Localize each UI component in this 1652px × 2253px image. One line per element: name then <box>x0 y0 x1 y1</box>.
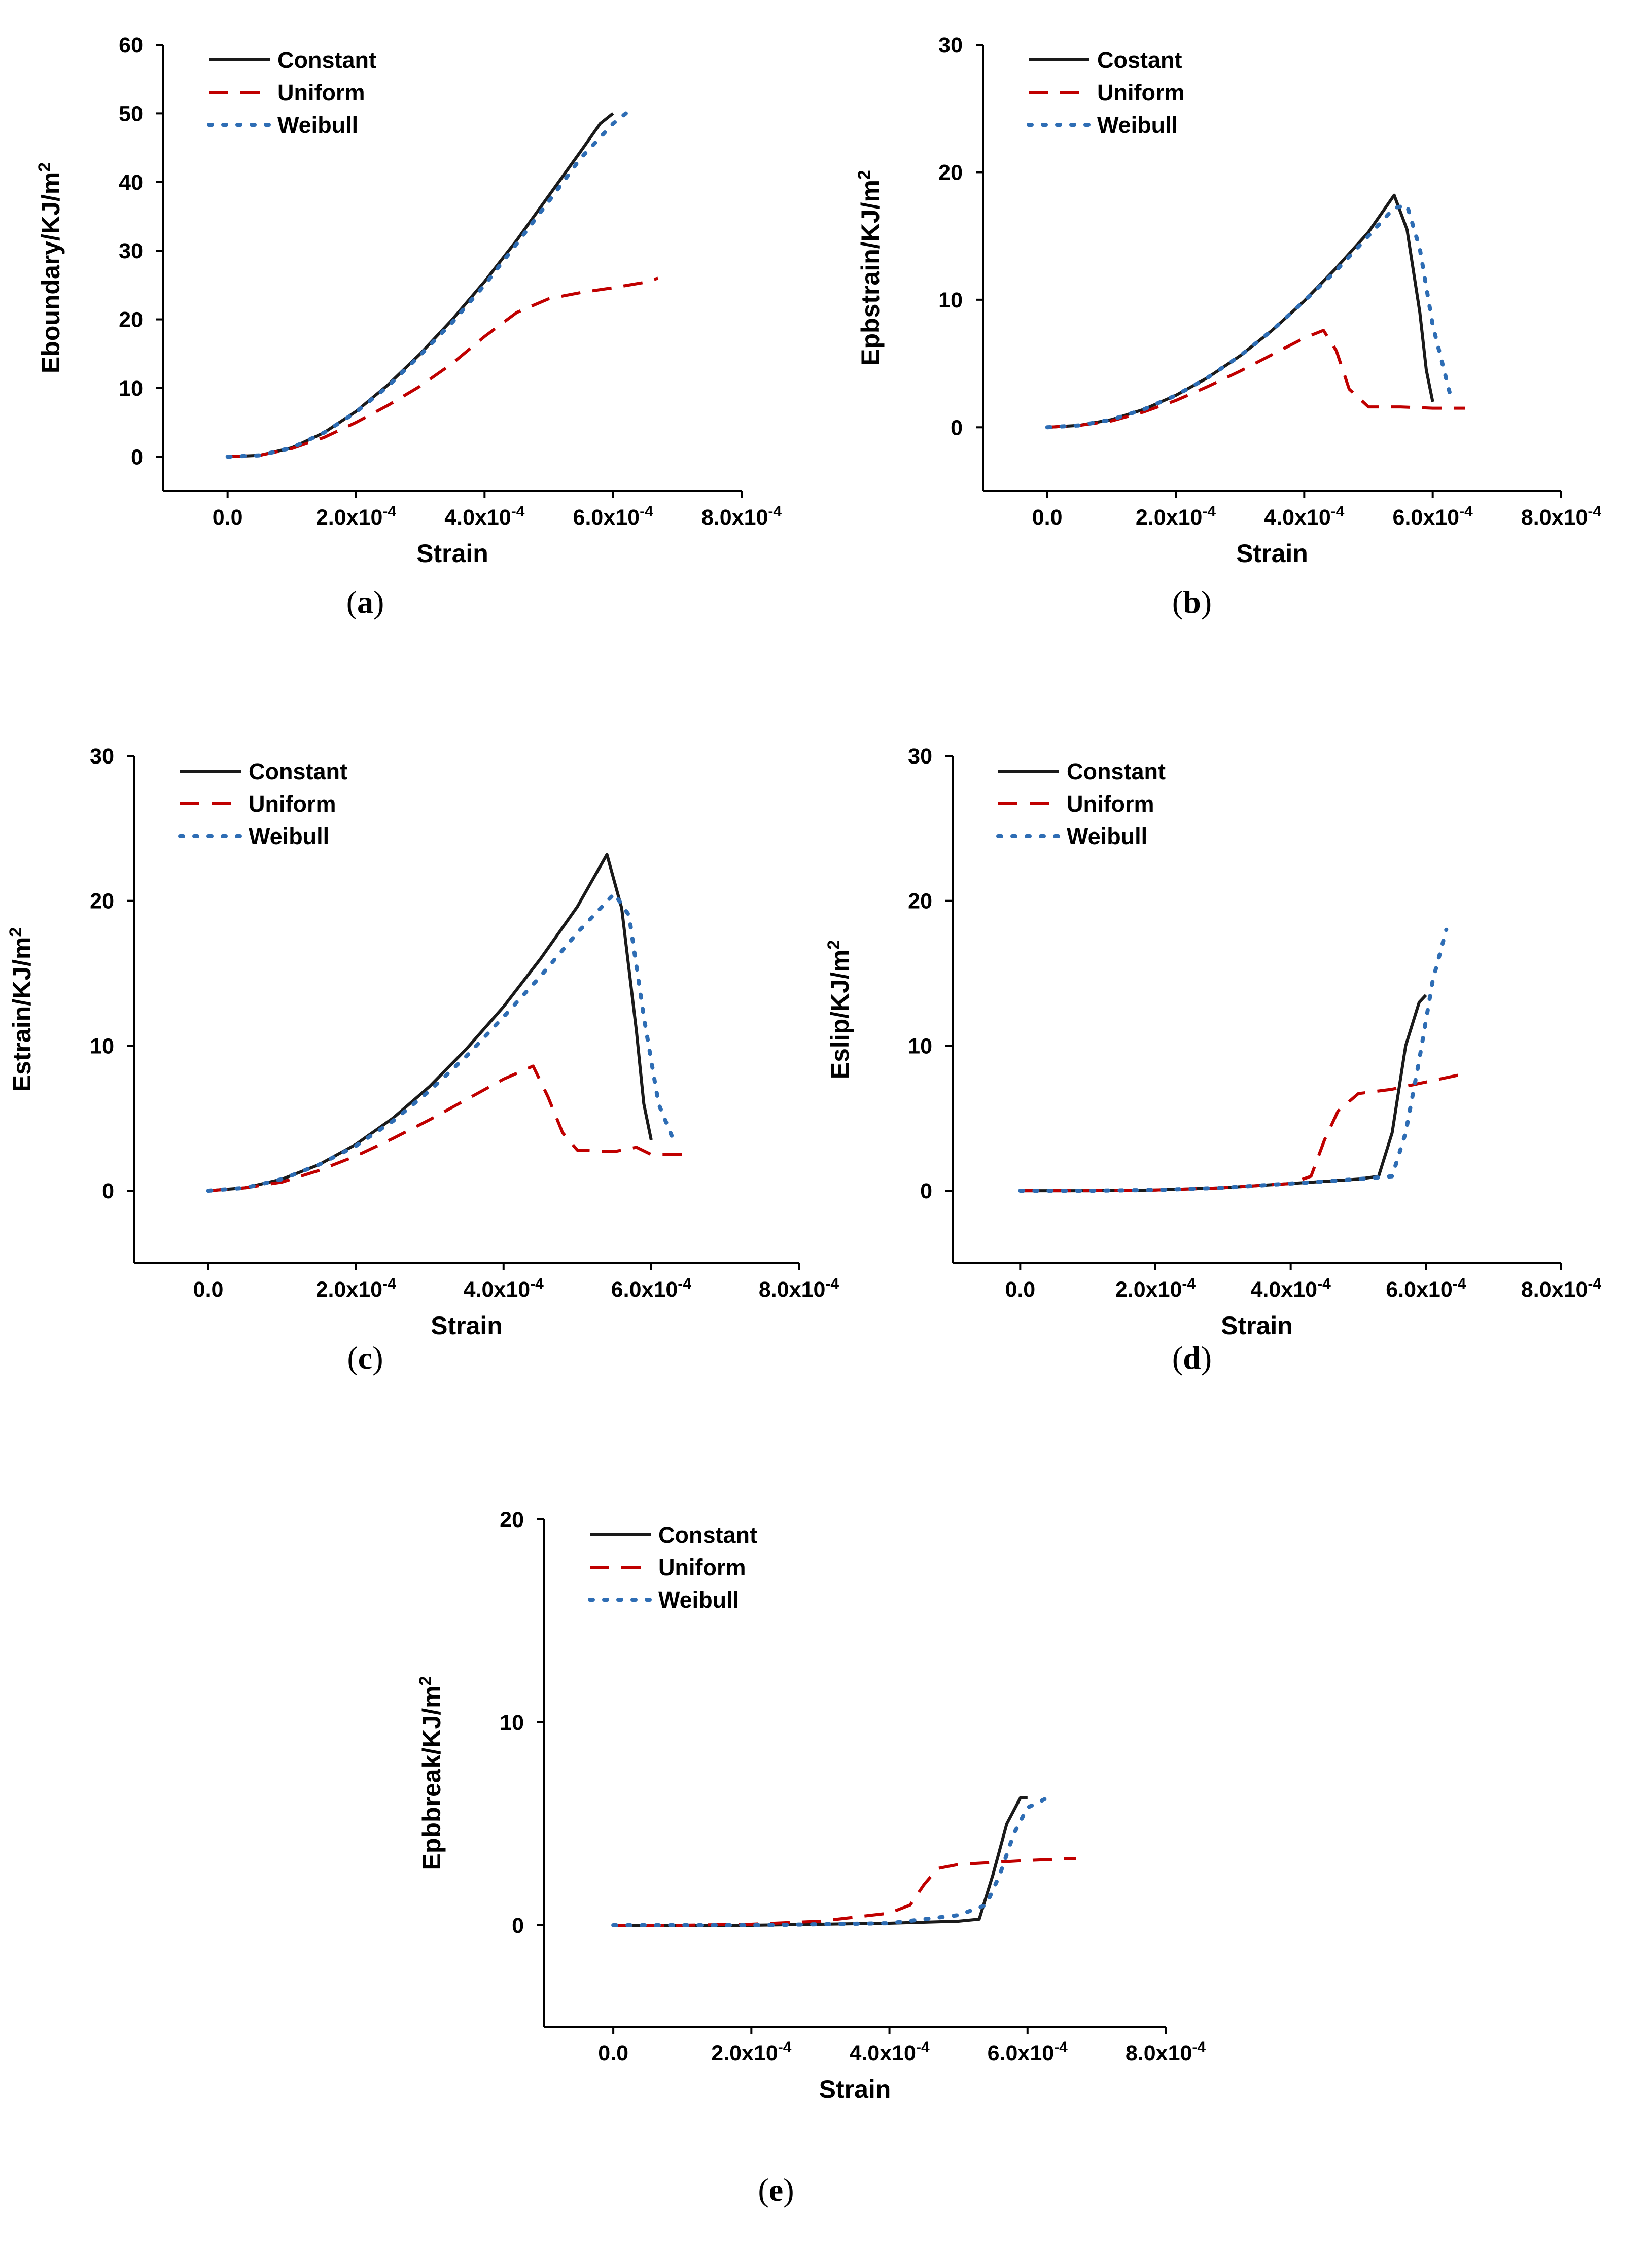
panel-caption-d: (d) <box>1172 1340 1212 1376</box>
panel-caption-a: (a) <box>346 584 384 620</box>
x-tick-label: 2.0x10-4 <box>316 1275 397 1302</box>
x-tick-label: 6.0x10-4 <box>1393 503 1473 530</box>
y-tick-label: 10 <box>908 1034 932 1058</box>
y-axis-title: Estrain/KJ/m2 <box>6 927 36 1092</box>
x-tick-label: 6.0x10-4 <box>1386 1275 1466 1302</box>
x-tick-label: 0.0 <box>1005 1277 1035 1302</box>
x-tick-label: 0.0 <box>213 505 243 530</box>
x-tick-label: 4.0x10-4 <box>849 2039 930 2065</box>
y-axis-title: Epbbreak/KJ/m2 <box>416 1676 446 1870</box>
y-tick-label: 0 <box>951 415 963 440</box>
y-tick-label: 20 <box>908 889 932 914</box>
panel-caption-c: (c) <box>347 1340 383 1376</box>
series-line-uniform <box>208 1064 688 1193</box>
y-tick-label: 60 <box>119 33 143 57</box>
legend-label: Constant <box>249 758 347 784</box>
y-tick-label: 30 <box>908 744 932 769</box>
x-axis-title: Strain <box>1236 539 1308 568</box>
panel-caption-letter: e <box>768 2172 784 2208</box>
y-tick-label: 10 <box>938 288 963 313</box>
panel-caption-letter: c <box>358 1340 373 1376</box>
y-tick-label: 0 <box>920 1179 932 1203</box>
x-tick-label: 8.0x10-4 <box>759 1275 839 1302</box>
x-axis-title: Strain <box>819 2075 891 2103</box>
y-tick-label: 50 <box>119 101 143 126</box>
legend-label: Uniform <box>249 791 336 817</box>
legend-label: Weibull <box>1097 112 1178 138</box>
x-tick-label: 2.0x10-4 <box>711 2039 792 2065</box>
y-axis-title: Epbstrain/KJ/m2 <box>855 170 885 366</box>
series-line-weibull <box>225 111 628 459</box>
y-tick-label: 0 <box>102 1179 114 1203</box>
series-line-uniform <box>613 1857 1076 1927</box>
x-tick-label: 8.0x10-4 <box>1521 1275 1602 1302</box>
y-axis-title: Eslip/KJ/m2 <box>824 940 854 1080</box>
series-line-constant <box>613 1796 1028 1927</box>
y-axis-title: Eboundary/KJ/m2 <box>35 162 65 373</box>
panel-caption-letter: b <box>1183 584 1201 620</box>
x-tick-label: 8.0x10-4 <box>1521 503 1602 530</box>
y-tick-label: 20 <box>90 889 114 914</box>
legend-label: Constant <box>1067 758 1166 784</box>
x-tick-label: 0.0 <box>193 1277 224 1302</box>
legend-label: Uniform <box>277 80 365 106</box>
series-line-weibull <box>206 891 676 1193</box>
x-tick-label: 6.0x10-4 <box>611 1275 692 1302</box>
series-line-uniform <box>227 276 659 459</box>
y-tick-label: 0 <box>131 445 143 469</box>
legend-label: Uniform <box>658 1554 746 1580</box>
x-tick-label: 4.0x10-4 <box>444 503 525 530</box>
legend-label: Weibull <box>249 823 329 849</box>
x-tick-label: 2.0x10-4 <box>1136 503 1216 530</box>
y-tick-label: 20 <box>500 1508 524 1532</box>
x-tick-label: 0.0 <box>598 2041 628 2065</box>
series-line-weibull <box>1018 927 1449 1193</box>
series-line-uniform <box>1047 329 1465 429</box>
series-line-constant <box>208 853 653 1193</box>
x-tick-label: 2.0x10-4 <box>316 503 397 530</box>
panel-caption-letter: a <box>357 584 373 620</box>
y-tick-label: 30 <box>938 33 963 57</box>
x-tick-label: 4.0x10-4 <box>1251 1275 1331 1302</box>
y-tick-label: 20 <box>119 308 143 332</box>
legend-label: Constant <box>658 1522 757 1548</box>
y-tick-label: 0 <box>512 1914 524 1938</box>
y-tick-label: 10 <box>90 1034 114 1058</box>
panel-caption-b: (b) <box>1172 584 1212 620</box>
panel-caption-letter: d <box>1183 1340 1201 1376</box>
y-tick-label: 20 <box>938 160 963 185</box>
x-tick-label: 4.0x10-4 <box>464 1275 544 1302</box>
x-tick-label: 6.0x10-4 <box>988 2039 1068 2065</box>
panel-caption-e: (e) <box>758 2172 794 2208</box>
y-tick-label: 30 <box>90 744 114 769</box>
legend-label: Weibull <box>1067 823 1147 849</box>
y-tick-label: 30 <box>119 239 143 263</box>
x-tick-label: 2.0x10-4 <box>1115 1275 1196 1302</box>
legend-label: Uniform <box>1097 80 1185 106</box>
x-tick-label: 8.0x10-4 <box>701 503 782 530</box>
legend-label: Weibull <box>658 1587 739 1613</box>
x-tick-label: 4.0x10-4 <box>1264 503 1345 530</box>
x-tick-label: 6.0x10-4 <box>573 503 654 530</box>
series-line-weibull <box>1045 203 1454 430</box>
x-axis-title: Strain <box>431 1311 503 1340</box>
x-tick-label: 0.0 <box>1032 505 1063 530</box>
legend-label: Constant <box>277 47 376 73</box>
x-tick-label: 8.0x10-4 <box>1126 2039 1206 2065</box>
x-axis-title: Strain <box>416 539 488 568</box>
y-tick-label: 10 <box>500 1711 524 1735</box>
y-tick-label: 40 <box>119 170 143 195</box>
legend-label: Uniform <box>1067 791 1154 817</box>
y-tick-label: 10 <box>119 376 143 401</box>
series-line-weibull <box>611 1795 1050 1927</box>
legend-label: Costant <box>1097 47 1182 73</box>
legend-label: Weibull <box>277 112 358 138</box>
x-axis-title: Strain <box>1221 1311 1293 1340</box>
